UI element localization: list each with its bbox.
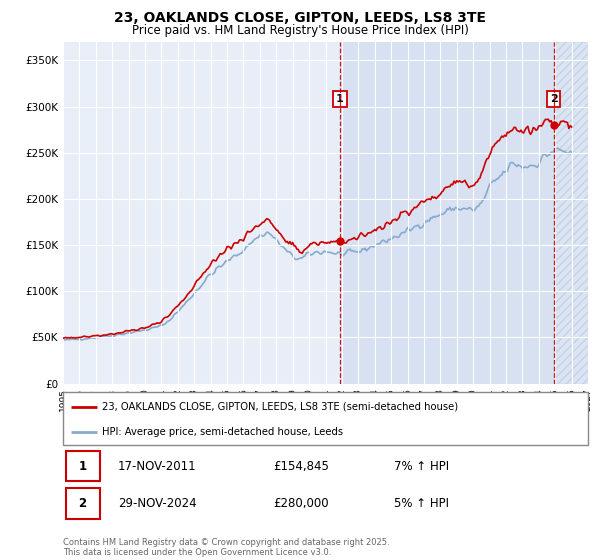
Bar [340,42,554,384]
Text: 23, OAKLANDS CLOSE, GIPTON, LEEDS, LS8 3TE (semi-detached house): 23, OAKLANDS CLOSE, GIPTON, LEEDS, LS8 3… [103,402,458,412]
Text: 2: 2 [79,497,86,510]
FancyBboxPatch shape [65,488,100,519]
Text: £154,845: £154,845 [273,460,329,473]
FancyBboxPatch shape [65,451,100,482]
Text: Price paid vs. HM Land Registry's House Price Index (HPI): Price paid vs. HM Land Registry's House … [131,24,469,36]
Text: £280,000: £280,000 [273,497,329,510]
Text: 2: 2 [550,94,557,104]
Bar [554,42,588,384]
Text: 23, OAKLANDS CLOSE, GIPTON, LEEDS, LS8 3TE: 23, OAKLANDS CLOSE, GIPTON, LEEDS, LS8 3… [114,11,486,25]
Text: 29-NOV-2024: 29-NOV-2024 [118,497,197,510]
Text: 5% ↑ HPI: 5% ↑ HPI [394,497,449,510]
Text: 7% ↑ HPI: 7% ↑ HPI [394,460,449,473]
Text: Contains HM Land Registry data © Crown copyright and database right 2025.
This d: Contains HM Land Registry data © Crown c… [63,538,389,557]
Text: HPI: Average price, semi-detached house, Leeds: HPI: Average price, semi-detached house,… [103,427,343,437]
Text: 1: 1 [336,94,344,104]
Text: 17-NOV-2011: 17-NOV-2011 [118,460,197,473]
Text: 1: 1 [79,460,86,473]
